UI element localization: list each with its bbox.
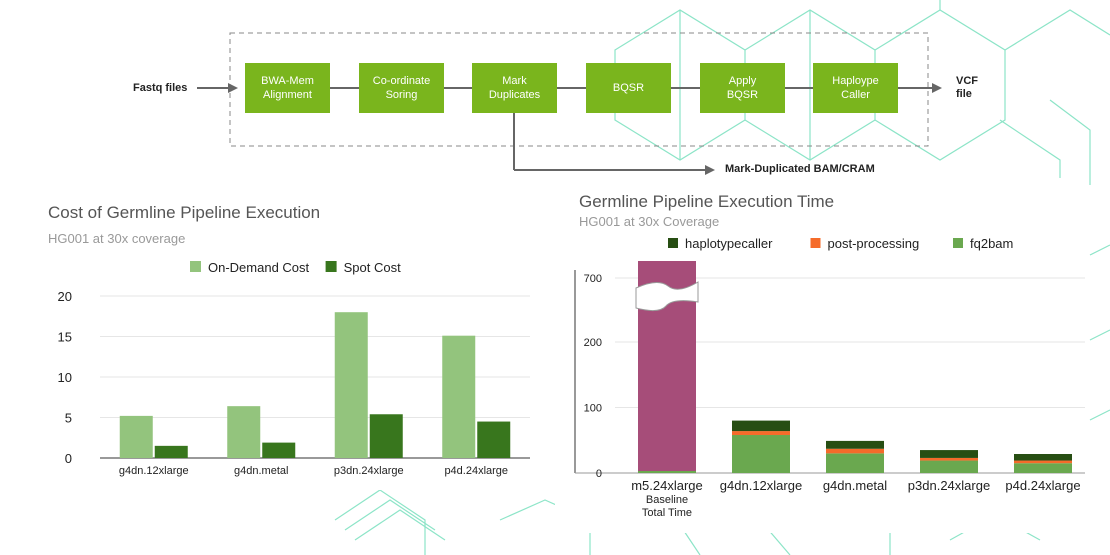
time-bar-fq2bam-p3dn-24xlarge (920, 460, 978, 473)
time-legend-label-haplotypecaller: haplotypecaller (685, 236, 773, 251)
cost-x-tick-label: p4d.24xlarge (444, 465, 508, 477)
cost-x-tick-label: g4dn.12xlarge (119, 465, 189, 477)
stage-bwa-mem-alignment: BWA-Mem Alignment (245, 63, 330, 113)
time-legend-swatch-fq2bam (953, 238, 963, 248)
cost-legend-swatch-spot-cost (325, 261, 337, 272)
cost-bar-spot-cost-p3dn-24xlarge (369, 414, 403, 458)
time-x-tick-label: m5.24xlarge (631, 478, 703, 493)
cost-bar-on-demand-cost-p3dn-24xlarge (334, 312, 368, 458)
cost-legend-label-spot-cost: Spot Cost (344, 260, 401, 275)
cost-bar-on-demand-cost-g4dn-metal (227, 406, 261, 458)
time-x-tick-label: p3dn.24xlarge (908, 478, 990, 493)
cost-bar-spot-cost-g4dn-metal (262, 442, 296, 458)
cost-chart: Cost of Germline Pipeline Execution HG00… (0, 190, 555, 490)
cost-y-tick-label: 10 (58, 370, 72, 385)
stage-mark-duplicates: Mark Duplicates (472, 63, 557, 113)
cost-y-tick-label: 20 (58, 289, 72, 304)
branch-label: Mark-Duplicated BAM/CRAM (725, 163, 875, 175)
time-x-tick-label: Total Time (642, 507, 692, 519)
time-bar-haplotypecaller-p3dn-24xlarge (920, 450, 978, 458)
time-chart-title: Germline Pipeline Execution Time (579, 192, 834, 211)
cost-legend-swatch-on-demand-cost (190, 261, 201, 272)
time-bar-post-processing-p3dn-24xlarge (920, 457, 978, 461)
time-x-tick-label: p4d.24xlarge (1005, 478, 1080, 493)
cost-chart-title: Cost of Germline Pipeline Execution (48, 203, 320, 222)
cost-legend-label-on-demand-cost: On-Demand Cost (208, 260, 310, 275)
time-y-tick-label: 200 (584, 337, 602, 349)
time-legend-label-post-processing: post-processing (828, 236, 920, 251)
cost-bar-spot-cost-g4dn-12xlarge (154, 445, 188, 458)
cost-y-tick-label: 5 (65, 411, 72, 426)
cost-x-tick-label: g4dn.metal (234, 465, 288, 477)
cost-y-tick-label: 15 (58, 330, 72, 345)
time-chart-legend: haplotypecaller post-processing fq2bam (668, 236, 1013, 251)
time-x-tick-label: g4dn.metal (823, 478, 887, 493)
cost-x-tick-label: p3dn.24xlarge (334, 465, 404, 477)
time-bar-fq2bam-g4dn-metal (826, 453, 884, 473)
time-chart-subtitle: HG001 at 30x Coverage (579, 214, 719, 229)
time-bar-haplotypecaller-p4d-24xlarge (1014, 454, 1072, 461)
time-y-tick-label: 100 (584, 403, 602, 415)
time-x-tick-label: Baseline (646, 494, 688, 506)
stage-haplotype-caller: Haploype Caller (813, 63, 898, 113)
time-bar-post-processing-g4dn-metal (826, 448, 884, 454)
cost-chart-subtitle: HG001 at 30x coverage (48, 231, 185, 246)
time-bar-baseline-base (638, 471, 696, 473)
stage-bqsr: BQSR (586, 63, 671, 113)
cost-bar-on-demand-cost-p4d-24xlarge (442, 335, 476, 458)
time-x-tick-label: g4dn.12xlarge (720, 478, 802, 493)
time-axis-break-mark (635, 281, 699, 312)
time-bar-post-processing-g4dn-12xlarge (732, 431, 790, 436)
time-bar-fq2bam-g4dn-12xlarge (732, 435, 790, 473)
pipeline-diagram (197, 32, 942, 175)
cost-bar-on-demand-cost-g4dn-12xlarge (119, 415, 153, 458)
cost-bar-spot-cost-p4d-24xlarge (477, 421, 511, 458)
cost-chart-legend: On-Demand Cost Spot Cost (190, 260, 401, 275)
time-y-tick-label: 0 (596, 468, 602, 480)
stage-apply-bqsr: Apply BQSR (700, 63, 785, 113)
time-bar-fq2bam-p4d-24xlarge (1014, 463, 1072, 473)
input-label: Fastq files (133, 82, 188, 94)
cost-y-tick-label: 0 (65, 451, 72, 466)
time-legend-label-fq2bam: fq2bam (970, 236, 1013, 251)
time-y-tick-label: 700 (584, 273, 602, 285)
time-legend-swatch-haplotypecaller (668, 238, 678, 248)
time-bar-haplotypecaller-g4dn-12xlarge (732, 420, 790, 432)
time-bar-haplotypecaller-g4dn-metal (826, 440, 884, 449)
time-chart: Germline Pipeline Execution Time HG001 a… (555, 178, 1085, 533)
stage-coordinate-sorting: Co-ordinate Soring (359, 63, 444, 113)
output-label: VCF file (956, 75, 978, 100)
time-legend-swatch-post-processing (810, 238, 821, 248)
time-bar-post-processing-p4d-24xlarge (1014, 460, 1072, 464)
